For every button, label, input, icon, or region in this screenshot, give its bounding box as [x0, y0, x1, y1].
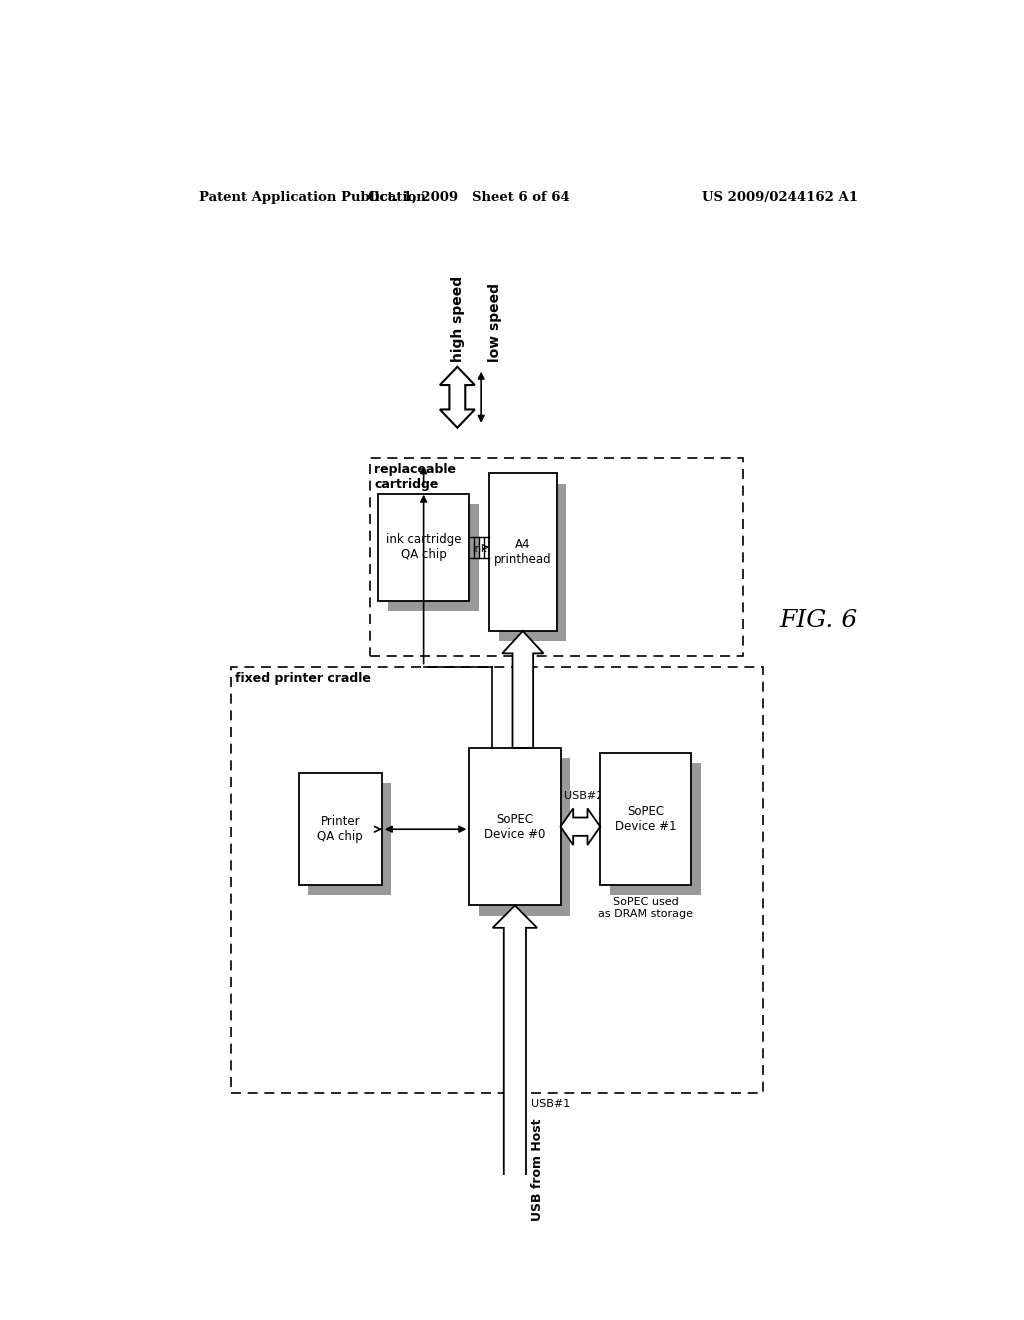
Text: SoPEC used
as DRAM storage: SoPEC used as DRAM storage — [598, 898, 693, 919]
Polygon shape — [502, 631, 544, 748]
Bar — [370, 458, 743, 656]
Text: US 2009/0244162 A1: US 2009/0244162 A1 — [702, 190, 858, 203]
Text: ink: ink — [472, 544, 486, 554]
Text: SoPEC
Device #1: SoPEC Device #1 — [615, 805, 677, 833]
Text: USB#2: USB#2 — [564, 791, 604, 801]
Bar — [299, 774, 382, 886]
Polygon shape — [440, 367, 475, 428]
Text: SoPEC
Device #0: SoPEC Device #0 — [484, 813, 546, 841]
Text: USB from Host: USB from Host — [530, 1118, 544, 1221]
Text: Oct. 1, 2009   Sheet 6 of 64: Oct. 1, 2009 Sheet 6 of 64 — [369, 190, 570, 203]
Text: replaceable
cartridge: replaceable cartridge — [374, 463, 456, 491]
Bar — [600, 752, 691, 886]
Bar — [469, 748, 560, 906]
Bar — [378, 494, 469, 601]
Text: ink cartridge
QA chip: ink cartridge QA chip — [386, 533, 462, 561]
Bar — [308, 784, 391, 895]
Text: A4
printhead: A4 printhead — [494, 539, 552, 566]
Text: fixed printer cradle: fixed printer cradle — [236, 672, 371, 685]
Bar — [499, 483, 566, 642]
Text: high speed: high speed — [451, 276, 465, 362]
Polygon shape — [493, 906, 538, 1225]
Text: Printer
QA chip: Printer QA chip — [317, 816, 364, 843]
Bar — [387, 504, 479, 611]
Polygon shape — [560, 808, 600, 845]
Bar — [609, 763, 701, 895]
Text: low speed: low speed — [487, 282, 502, 362]
Bar — [479, 758, 570, 916]
Bar — [489, 474, 557, 631]
Text: Patent Application Publication: Patent Application Publication — [200, 190, 426, 203]
Text: FIG. 6: FIG. 6 — [779, 610, 857, 632]
Bar — [231, 667, 763, 1093]
Text: USB#1: USB#1 — [530, 1098, 570, 1109]
